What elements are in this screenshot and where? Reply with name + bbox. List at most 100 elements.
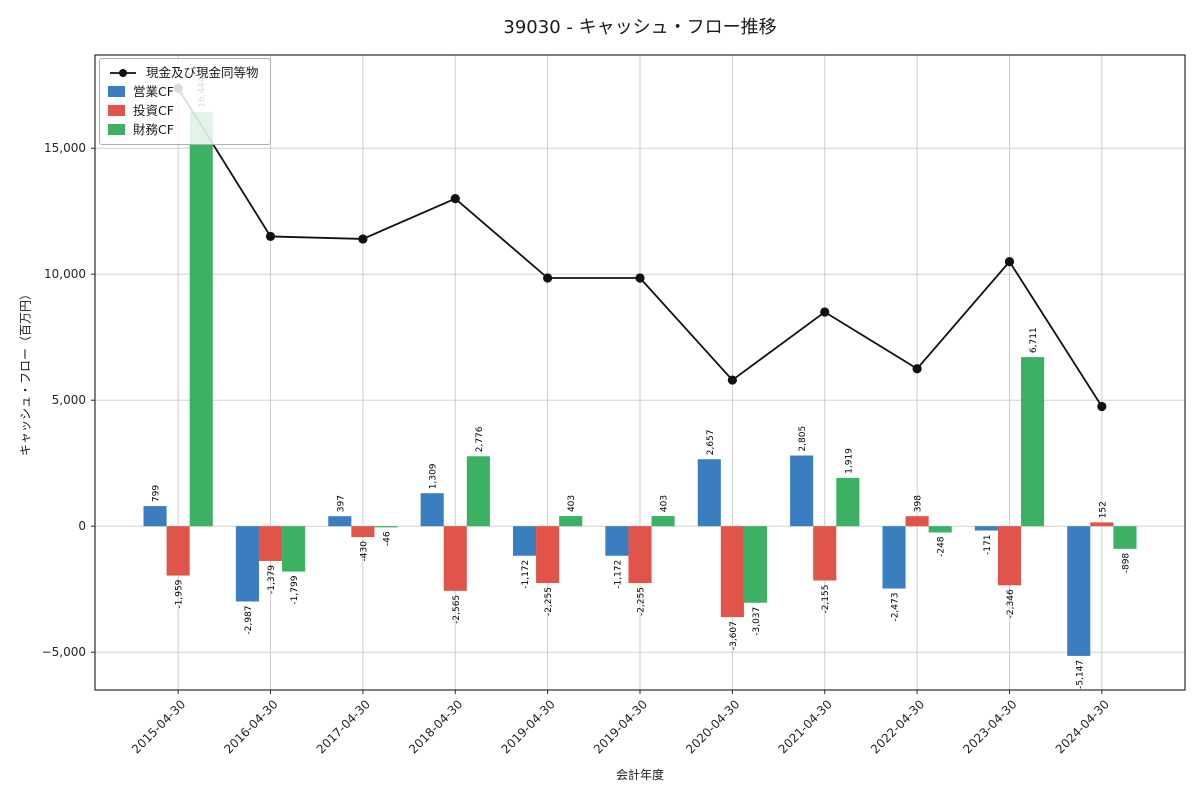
y-axis-label: キャッシュ・フロー（百万円）	[18, 287, 33, 457]
bar-value-label: -2,987	[244, 605, 254, 634]
bar-value-label: -2,255	[637, 587, 647, 616]
bar	[420, 493, 444, 527]
line-marker-dot	[820, 307, 830, 317]
line-marker-dot	[727, 375, 737, 385]
legend-item-cash-line: 現金及び現金同等物	[108, 66, 259, 80]
line-marker-dot	[635, 273, 645, 283]
bar-value-label: -1,379	[267, 565, 277, 594]
chart-title: 39030 - キャッシュ・フロー推移	[503, 17, 777, 38]
x-tick-label: 2019-04-30	[591, 697, 650, 756]
bar-value-label: -1,172	[613, 560, 623, 589]
bar	[882, 526, 906, 589]
bar-value-label: -3,607	[729, 621, 739, 650]
bar	[374, 526, 398, 528]
line-marker-dot	[543, 273, 553, 283]
bar	[559, 516, 583, 527]
bar	[282, 526, 306, 572]
bar-value-label: -1,799	[290, 575, 300, 604]
x-tick-label: 2024-04-30	[1053, 697, 1112, 756]
bar-value-label: -46	[382, 531, 392, 546]
bar	[743, 526, 768, 603]
bar-value-label: -2,346	[1006, 589, 1016, 618]
y-tick-label: −5,000	[42, 645, 86, 659]
tick-marks	[91, 147, 1103, 694]
bar	[974, 526, 998, 531]
bar-value-label: 397	[336, 495, 346, 512]
bar	[189, 111, 213, 527]
bar-value-label: 152	[1098, 501, 1108, 518]
x-tick-label: 2022-04-30	[868, 697, 927, 756]
bar	[466, 456, 490, 527]
bar	[651, 516, 675, 527]
bar-value-label: 2,805	[798, 426, 808, 452]
bar-value-label: 1,919	[844, 448, 854, 474]
bar-value-label: -430	[359, 541, 369, 562]
bar-value-label: -2,255	[544, 587, 554, 616]
bar-value-label: 403	[567, 495, 577, 512]
bar-value-label: -1,959	[175, 579, 185, 608]
bar-value-label: 2,657	[706, 429, 716, 455]
x-tick-label: 2021-04-30	[776, 697, 835, 756]
bar-value-label: -2,565	[452, 595, 462, 624]
bar-value-label: 1,309	[429, 463, 439, 489]
chart-legend: 現金及び現金同等物 営業CF 投資CF 財務CF	[99, 58, 271, 146]
legend-label-operating: 営業CF	[133, 84, 174, 99]
operating-cf-swatch-icon	[108, 86, 125, 98]
bar-value-label: -248	[937, 536, 947, 557]
bar	[258, 526, 283, 561]
x-tick-label: 2019-04-30	[499, 697, 558, 756]
bar	[143, 506, 167, 527]
bar	[720, 526, 744, 618]
legend-item-operating-cf: 営業CF	[108, 85, 259, 99]
y-tick-label: 5,000	[52, 393, 86, 407]
bar	[813, 526, 837, 581]
legend-item-financing-cf: 財務CF	[108, 121, 259, 137]
bar-value-label: -5,147	[1075, 660, 1085, 689]
x-tick-label: 2023-04-30	[960, 697, 1019, 756]
legend-label-financing: 財務CF	[133, 121, 174, 137]
line-marker-dot	[1004, 257, 1015, 267]
bar	[997, 526, 1022, 586]
bar-value-label: 398	[914, 495, 924, 512]
bar	[928, 526, 952, 533]
bar-value-label: 403	[660, 495, 670, 512]
bar-value-label: -2,473	[891, 593, 901, 622]
bar	[1090, 522, 1114, 527]
y-tick-label: 10,000	[44, 267, 86, 281]
bar-value-label: -3,037	[752, 607, 762, 636]
bar-value-label: 2,776	[475, 426, 485, 452]
bar	[512, 526, 537, 556]
x-tick-label: 2015-04-30	[129, 697, 188, 756]
bar	[1067, 526, 1091, 656]
legend-label-investing: 投資CF	[133, 102, 174, 118]
legend-item-investing-cf: 投資CF	[108, 102, 259, 118]
x-tick-label: 2018-04-30	[406, 697, 465, 756]
bar	[1113, 526, 1137, 549]
bar	[605, 526, 629, 556]
bar-value-label: -171	[983, 535, 993, 555]
line-marker-dot	[1097, 401, 1107, 412]
legend-label-cash: 現金及び現金同等物	[146, 65, 259, 81]
bar	[443, 526, 467, 591]
line-marker-dot	[265, 231, 276, 242]
bar-value-label: -898	[1121, 553, 1131, 574]
bar	[1021, 357, 1045, 527]
bar	[628, 526, 652, 584]
y-tick-label: 0	[78, 519, 86, 533]
bar	[836, 477, 860, 527]
bar	[328, 516, 352, 527]
bar	[235, 526, 259, 602]
bar-value-labels: 799 -2,987 397 1,309 -1,172 -1,172 2,657 2,805 -…	[152, 76, 1132, 689]
y-tick-labels: −5,000 0 5,000 10,000 15,000	[42, 141, 86, 659]
bar	[166, 526, 190, 576]
bar	[697, 459, 721, 527]
bar-value-label: -1,172	[521, 560, 531, 589]
x-tick-labels: 2015-04-30 2016-04-30 2017-04-30 2018-04-30…	[129, 697, 1112, 756]
financing-cf-swatch-icon	[108, 123, 125, 135]
bar	[905, 516, 929, 527]
x-tick-label: 2020-04-30	[683, 697, 742, 756]
line-marker-sample-icon	[110, 69, 136, 77]
y-tick-label: 15,000	[44, 141, 86, 155]
